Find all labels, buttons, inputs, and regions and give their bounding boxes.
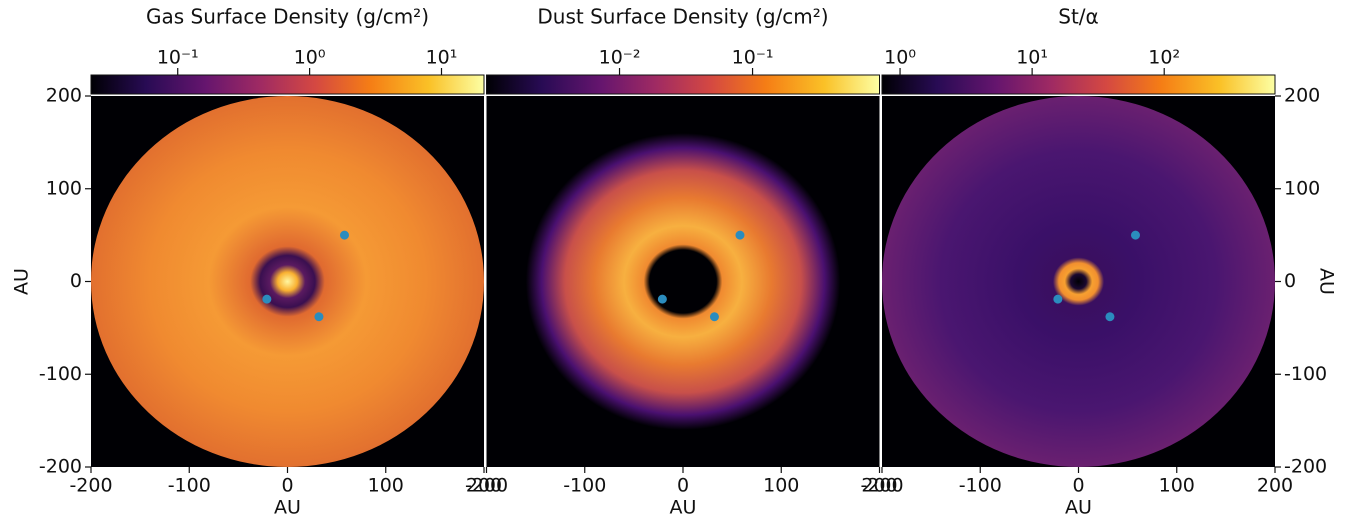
x-tick-label: 100: [763, 475, 799, 497]
panel-title: St/α: [1058, 5, 1098, 29]
y-tick-label: -100: [39, 363, 82, 385]
y-tick-label: -100: [1284, 363, 1327, 385]
colorbar-tick-label: 10²: [1148, 47, 1180, 69]
planet: [314, 312, 324, 322]
colorbar: [881, 74, 1276, 95]
colorbar: [90, 74, 485, 95]
colorbar-tick-label: 10⁰: [884, 47, 916, 69]
planet: [262, 294, 272, 304]
x-axis-label: AU: [1065, 497, 1092, 519]
colorbar-tick-label: 10¹: [426, 47, 458, 69]
x-tick-label: -200: [465, 475, 508, 497]
y-tick-label: 100: [46, 177, 82, 199]
planet: [657, 294, 667, 304]
x-tick-label: -100: [168, 475, 211, 497]
x-tick-label: 100: [368, 475, 404, 497]
panel-title: Gas Surface Density (g/cm²): [146, 5, 429, 29]
x-tick-label: -100: [563, 475, 606, 497]
x-axis-label: AU: [670, 497, 697, 519]
colorbar-tick-label: 10⁻¹: [157, 47, 199, 69]
colorbar-tick-label: 10⁻²: [599, 47, 641, 69]
x-tick-label: 100: [1159, 475, 1195, 497]
colorbar: [486, 74, 880, 95]
y-tick-label: 200: [1284, 85, 1320, 107]
y-tick-label: 200: [46, 85, 82, 107]
colorbar-tick-label: 10⁻¹: [732, 47, 774, 69]
y-tick-label: 0: [1284, 270, 1296, 292]
x-tick-label: 200: [861, 475, 897, 497]
x-tick-label: 0: [677, 475, 689, 497]
planet: [735, 230, 745, 240]
y-tick-label: -200: [39, 456, 82, 478]
y-tick-label: 100: [1284, 177, 1320, 199]
y-axis-label: AU: [1316, 268, 1338, 295]
planet: [1130, 230, 1140, 240]
x-tick-label: 200: [1257, 475, 1293, 497]
disk-image: [882, 96, 1275, 467]
colorbar-tick-label: 10¹: [1016, 47, 1048, 69]
planet: [1105, 312, 1115, 322]
y-tick-label: 0: [70, 270, 82, 292]
panel-title: Dust Surface Density (g/cm²): [537, 5, 828, 29]
x-tick-label: -200: [69, 475, 112, 497]
y-axis-label: AU: [11, 268, 33, 295]
planet: [1053, 294, 1063, 304]
planet: [709, 312, 719, 322]
x-axis-label: AU: [274, 497, 301, 519]
planet: [339, 230, 349, 240]
x-tick-label: 0: [1072, 475, 1084, 497]
x-tick-label: -200: [860, 475, 903, 497]
y-tick-label: -200: [1284, 456, 1327, 478]
x-tick-label: -100: [959, 475, 1002, 497]
x-tick-label: 0: [281, 475, 293, 497]
x-tick-label: 200: [466, 475, 502, 497]
colorbar-tick-label: 10⁰: [294, 47, 326, 69]
disk-image: [486, 96, 880, 467]
disk-image: [91, 96, 484, 467]
